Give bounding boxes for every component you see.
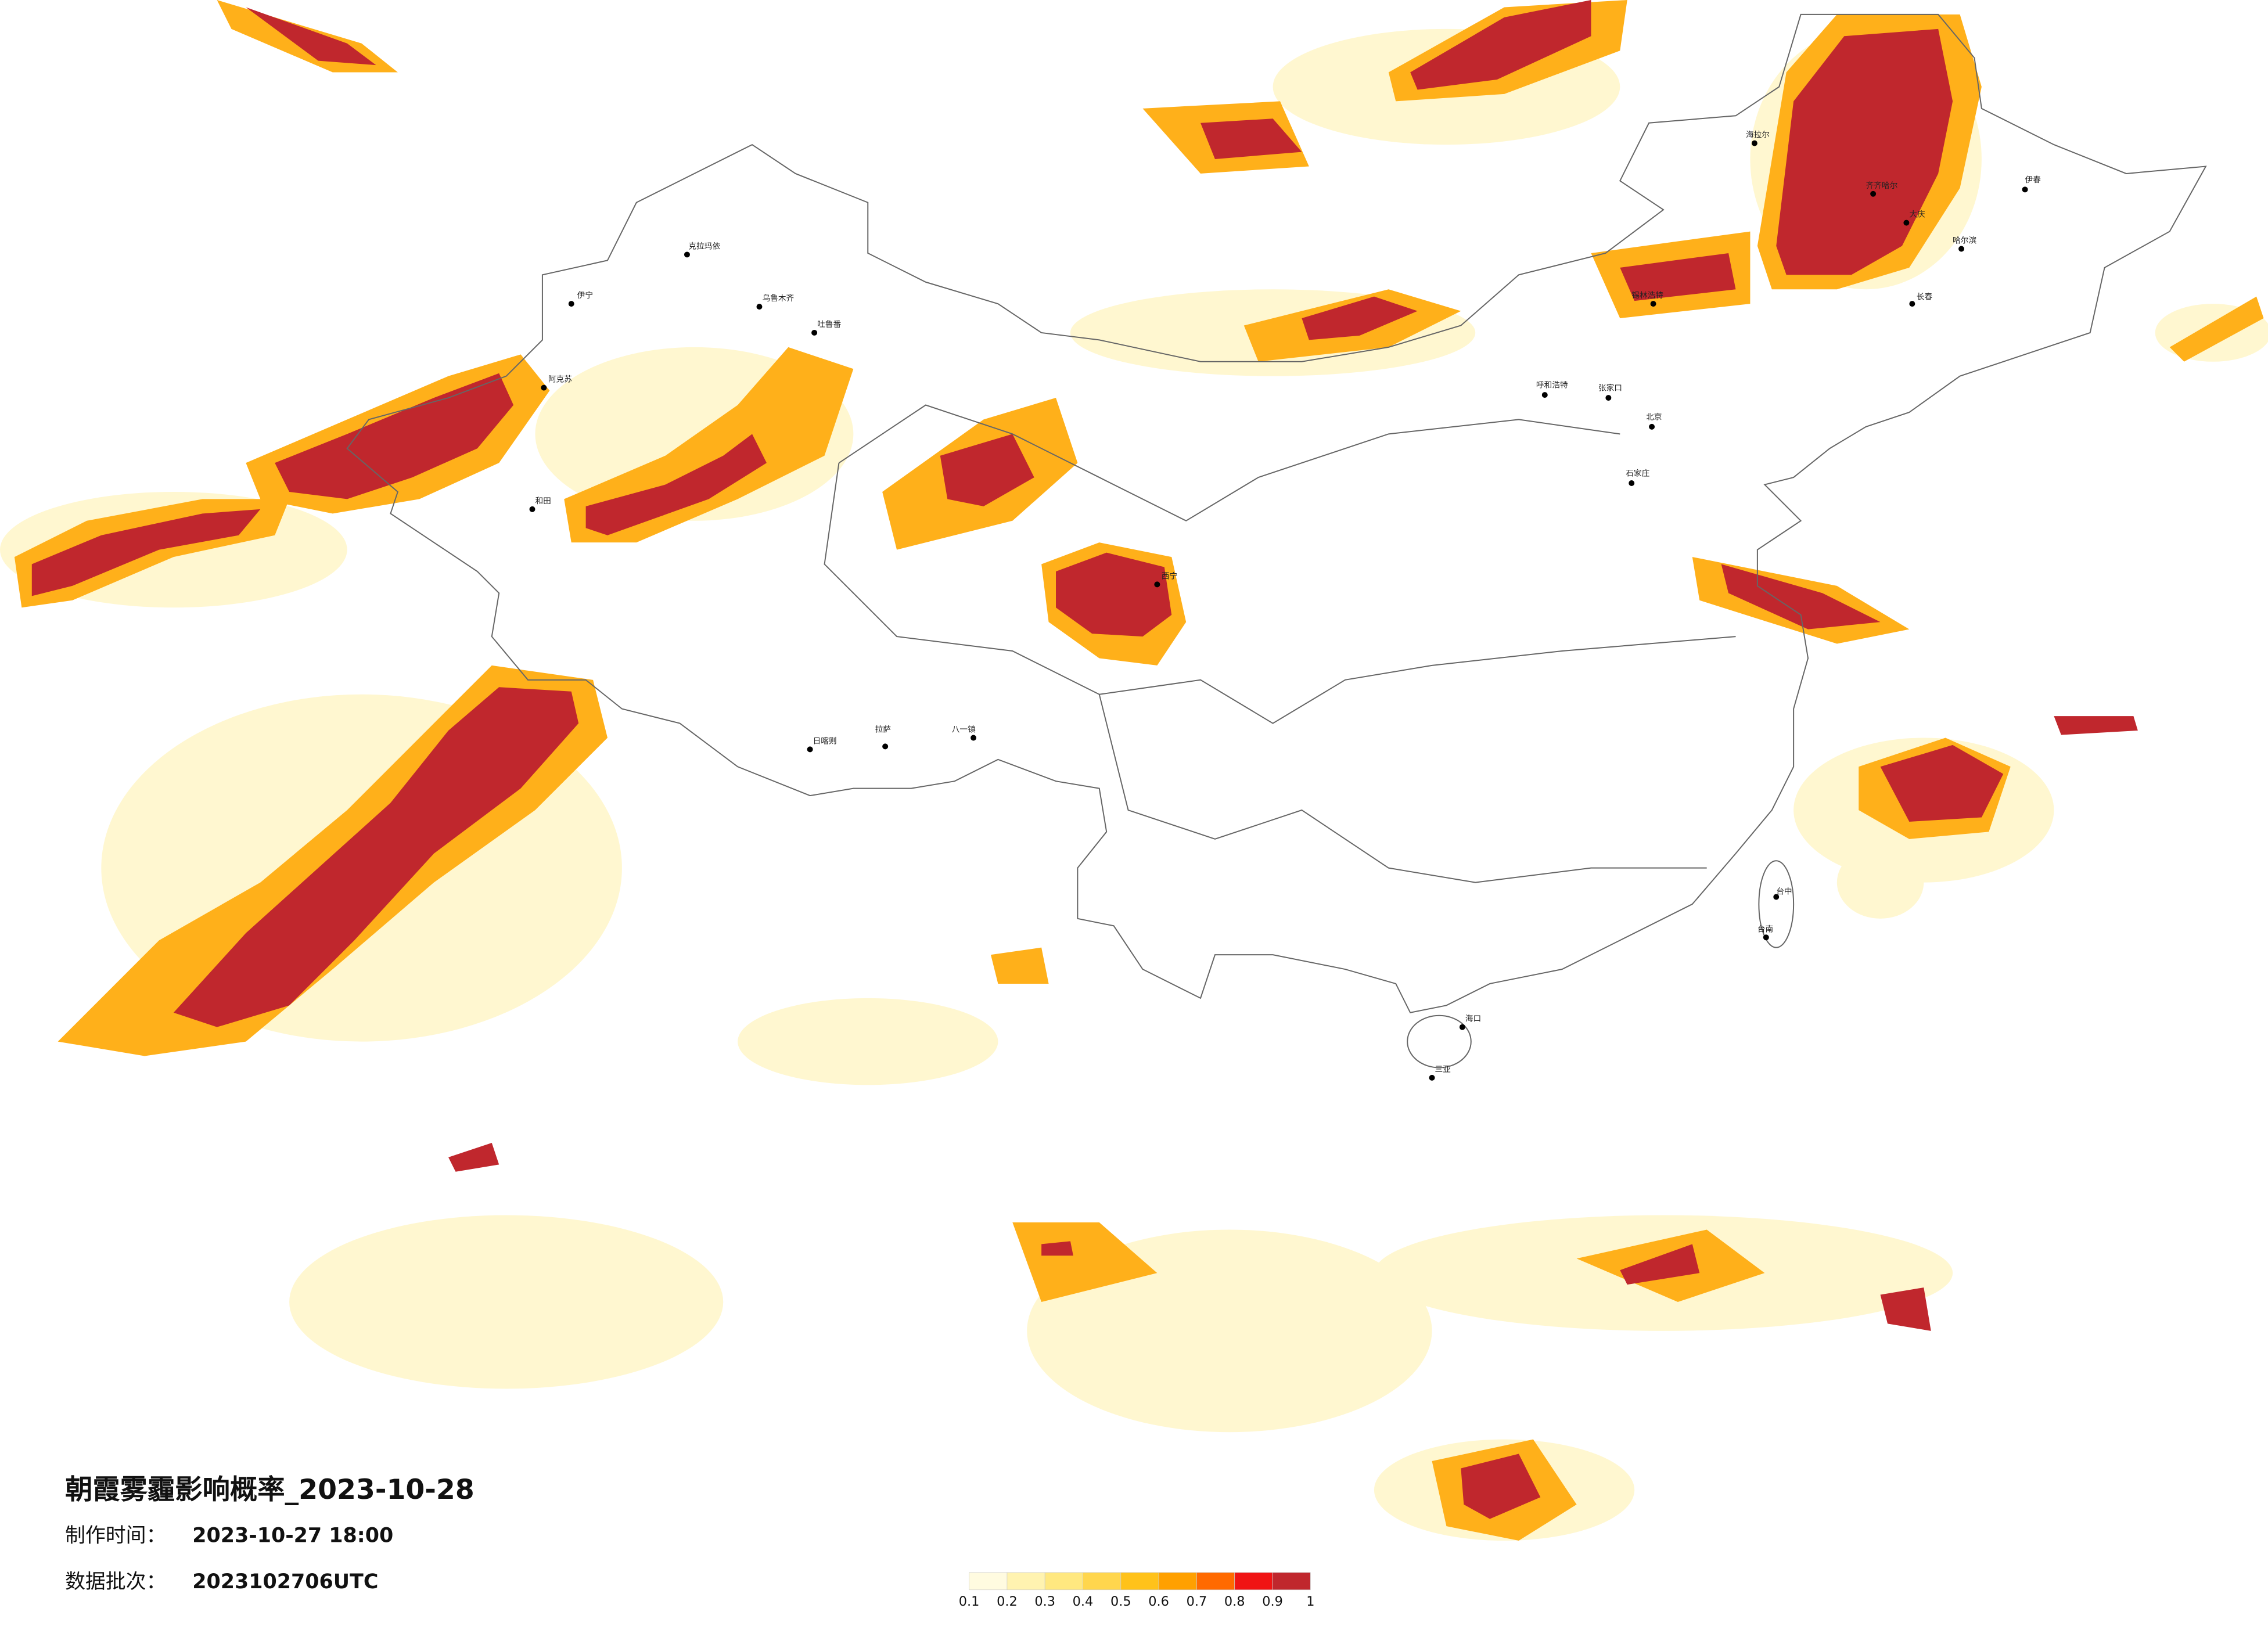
legend-swatch bbox=[1044, 1572, 1083, 1591]
city-label: 和田 bbox=[535, 497, 551, 506]
legend-tick-label: 0.4 bbox=[1073, 1594, 1094, 1609]
city-label: 西宁 bbox=[1162, 571, 1177, 581]
legend-tick-label: 0.8 bbox=[1224, 1594, 1245, 1609]
legend-tick-label: 0.9 bbox=[1262, 1594, 1283, 1609]
city-label: 克拉玛依 bbox=[688, 242, 720, 251]
city: 和田 bbox=[529, 497, 551, 512]
legend-swatch bbox=[1007, 1572, 1045, 1591]
city: 三亚 bbox=[1429, 1065, 1451, 1081]
legend-tick-label: 0.7 bbox=[1187, 1594, 1207, 1609]
city: 乌鲁木齐 bbox=[756, 294, 795, 310]
city-label: 齐齐哈尔 bbox=[1866, 181, 1898, 190]
city: 伊宁 bbox=[568, 290, 593, 307]
city-label: 张家口 bbox=[1598, 383, 1622, 393]
city-label: 吐鲁番 bbox=[817, 320, 841, 329]
city-label: 伊春 bbox=[2025, 175, 2041, 185]
city: 西宁 bbox=[1154, 571, 1177, 588]
city-label: 锡林浩特 bbox=[1631, 291, 1663, 300]
title: 朝霞雾霾影响概率_2023-10-28 bbox=[65, 1474, 475, 1506]
city: 海口 bbox=[1459, 1015, 1481, 1030]
city-label: 海拉尔 bbox=[1746, 131, 1770, 140]
city-label: 日喀则 bbox=[813, 736, 837, 746]
city: 海拉尔 bbox=[1746, 131, 1770, 146]
city-label: 石家庄 bbox=[1626, 469, 1649, 479]
legend-tick-label: 0.6 bbox=[1148, 1594, 1169, 1609]
legend-tick-label: 1 bbox=[1306, 1594, 1314, 1609]
legend-tick-label: 0.5 bbox=[1110, 1594, 1131, 1609]
city: 台中 bbox=[1773, 887, 1792, 900]
city: 日喀则 bbox=[807, 736, 837, 753]
city: 伊春 bbox=[2022, 175, 2041, 193]
legend-tick-label: 0.2 bbox=[997, 1594, 1018, 1609]
cities: 海拉尔 齐齐哈尔 大庆 哈尔滨 长春 伊春 锡林浩特 呼和浩特 张家口 北京 石… bbox=[529, 131, 2041, 1081]
batch-label: 数据批次： bbox=[65, 1570, 166, 1593]
city: 张家口 bbox=[1598, 383, 1622, 401]
haze-red bbox=[31, 0, 2138, 1519]
legend-tick-label: 0.3 bbox=[1034, 1594, 1055, 1609]
city-label: 乌鲁木齐 bbox=[762, 294, 794, 303]
city-label: 长春 bbox=[1917, 293, 1933, 302]
city: 克拉玛依 bbox=[684, 242, 721, 258]
city: 吐鲁番 bbox=[811, 320, 841, 336]
legend-swatch bbox=[1234, 1572, 1273, 1591]
city-label: 北京 bbox=[1646, 412, 1662, 422]
city-label: 哈尔滨 bbox=[1953, 236, 1976, 246]
legend-swatch bbox=[1083, 1572, 1122, 1591]
batch: 2023102706UTC bbox=[192, 1570, 378, 1593]
legend-swatch bbox=[1120, 1572, 1159, 1591]
made-time: 2023-10-27 18:00 bbox=[192, 1524, 393, 1548]
legend: 0.1 0.2 0.3 0.4 0.5 0.6 0.7 0.8 0.9 1 bbox=[959, 1572, 1314, 1609]
city-label: 海口 bbox=[1465, 1015, 1481, 1024]
city: 台南 bbox=[1757, 924, 1773, 941]
city-label: 大庆 bbox=[1909, 210, 1925, 220]
legend-swatch bbox=[1158, 1572, 1197, 1591]
city: 大庆 bbox=[1903, 210, 1925, 226]
city-label: 拉萨 bbox=[875, 725, 891, 734]
made-label: 制作时间： bbox=[65, 1524, 166, 1548]
city: 锡林浩特 bbox=[1631, 291, 1663, 307]
city-label: 呼和浩特 bbox=[1536, 381, 1568, 390]
city-label: 八一镇 bbox=[952, 725, 976, 734]
city-label: 三亚 bbox=[1435, 1065, 1451, 1074]
city-label: 台中 bbox=[1776, 887, 1792, 897]
city: 八一镇 bbox=[952, 725, 977, 741]
legend-swatch bbox=[969, 1572, 1008, 1591]
city: 齐齐哈尔 bbox=[1866, 181, 1898, 197]
legend-swatch bbox=[1272, 1572, 1311, 1591]
border bbox=[346, 13, 2207, 1069]
city-label: 阿克苏 bbox=[548, 375, 572, 384]
legend-swatch bbox=[1196, 1572, 1235, 1591]
city: 石家庄 bbox=[1626, 469, 1650, 487]
city: 阿克苏 bbox=[541, 375, 572, 391]
city: 哈尔滨 bbox=[1953, 236, 1976, 252]
city: 拉萨 bbox=[875, 725, 891, 750]
city: 长春 bbox=[1909, 293, 1933, 307]
legend-tick-label: 0.1 bbox=[959, 1594, 980, 1609]
city-label: 台南 bbox=[1757, 924, 1773, 934]
city: 北京 bbox=[1646, 412, 1662, 430]
city: 呼和浩特 bbox=[1536, 381, 1568, 398]
city-label: 伊宁 bbox=[577, 290, 593, 300]
